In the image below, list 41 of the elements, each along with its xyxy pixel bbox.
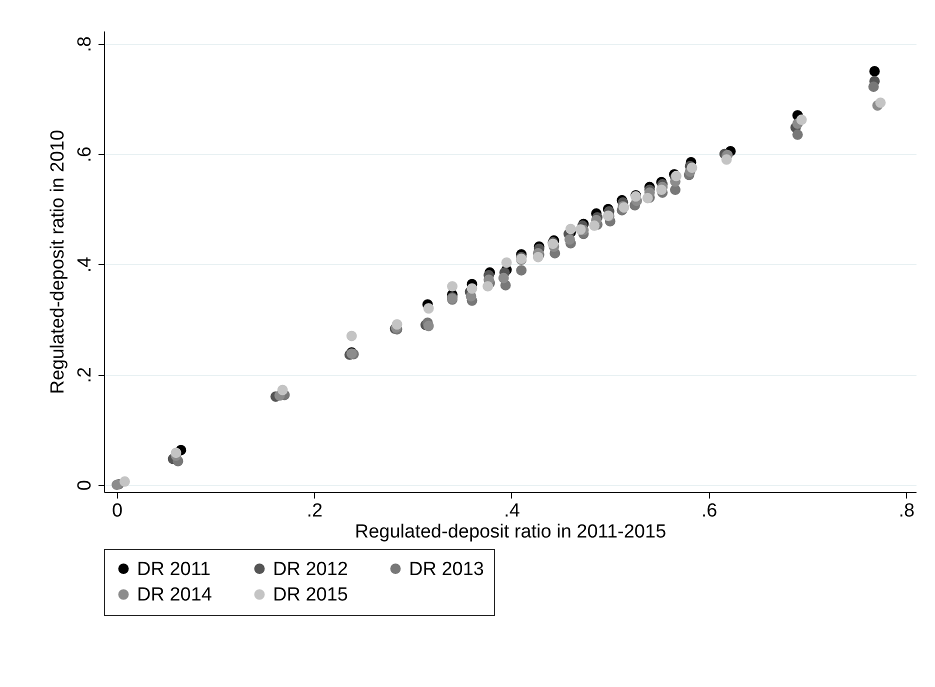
point [466,283,478,294]
point [565,224,576,234]
legend-label: DR 2011 [137,558,211,580]
point [170,448,182,458]
legend-label: DR 2012 [273,558,348,580]
point [875,97,886,108]
point [575,224,586,235]
y-axis-title: Regulated-deposit ratio in 2010 [48,130,68,394]
legend-label: DR 2013 [409,558,484,580]
point [796,114,807,126]
legend-label: DR 2015 [273,584,348,606]
point [498,272,509,284]
point [119,476,130,487]
point [589,220,600,231]
x-tick-label: .6 [701,500,718,522]
x-tick-label: .8 [898,500,915,522]
point [423,303,434,314]
legend-label: DR 2014 [137,584,212,606]
y-tick-label: .6 [74,146,96,162]
x-tick-label: 0 [112,500,123,522]
point [447,281,458,292]
point [656,184,667,196]
x-tick-label: .2 [306,500,323,522]
point [346,330,357,342]
point [792,129,803,140]
point [423,320,434,332]
point [721,154,732,165]
y-tick-label: 0 [74,480,96,491]
point [868,81,879,92]
x-tick-label: .4 [504,500,520,522]
point [516,265,527,276]
point [482,281,494,292]
point [392,319,402,330]
y-tick-label: .8 [74,36,96,52]
x-axis-title: Regulated-deposit ratio in 2011-2015 [354,522,666,542]
point [501,257,512,268]
point [277,384,288,396]
point [869,66,880,76]
point [564,234,575,245]
y-tick-label: .2 [74,367,96,383]
y-tick-label: .4 [74,256,96,273]
